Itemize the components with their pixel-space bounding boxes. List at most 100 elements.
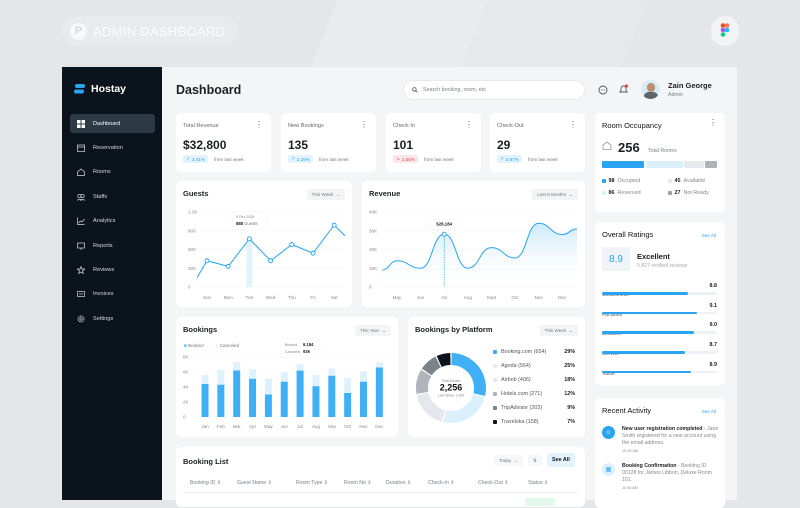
revenue-card: Revenue Last 8 Months ⌄: [362, 181, 585, 307]
legend-swatch: [493, 350, 497, 354]
see-all-button[interactable]: See All: [547, 453, 575, 467]
platform-label: TripAdvisor (203): [501, 405, 543, 411]
activity-text: - Booking ID 00128 for James Libbon, Del…: [622, 463, 712, 483]
activity-item[interactable]: ☺ New user registration completed - Jane …: [602, 426, 720, 453]
rating-score: 8.9: [602, 247, 630, 271]
column-header-room-type[interactable]: Room Type ⇕: [296, 480, 329, 486]
chevron-down-icon: ⌄: [336, 191, 340, 197]
avatar[interactable]: [641, 80, 660, 99]
legend-swatch: [493, 364, 497, 368]
sidebar-item-settings[interactable]: Settings: [70, 309, 155, 328]
platform-label: Hotels.com (271): [501, 391, 543, 397]
column-header-booking-id[interactable]: Booking ID ⇕: [190, 480, 222, 486]
kpi-change: 3.41%: [191, 156, 205, 162]
more-icon[interactable]: ⋮: [255, 120, 263, 129]
home-icon: [602, 141, 612, 150]
bookings-legend: ■ Booked ■ Canceled: [184, 343, 239, 348]
more-icon[interactable]: ⋮: [569, 120, 577, 129]
ratings-see-all-link[interactable]: See All: [701, 233, 716, 238]
sidebar-item-reviews[interactable]: Reviews: [70, 260, 155, 279]
room-occupancy-card: Room Occupancy ⋮ 256 Total Rooms 98 Occup…: [595, 113, 725, 212]
more-icon[interactable]: ⋮: [360, 120, 368, 129]
calendar-icon: ▦: [602, 463, 615, 476]
kpi-change-badge: ↘ 1.56%: [393, 155, 418, 163]
kpi-from: from last week: [528, 157, 558, 162]
rating-value: Value 8.9: [602, 362, 717, 380]
activity-title: Recent Activity: [602, 406, 652, 415]
rating-value: 8.8: [709, 283, 718, 289]
notification-bell-icon[interactable]: [618, 84, 629, 95]
available-segment: [684, 161, 704, 168]
kpi-change-badge: ↗ 0.87%: [497, 155, 522, 163]
platform-period-dropdown[interactable]: This Week ⌄: [539, 325, 578, 336]
more-icon[interactable]: ⋮: [465, 120, 473, 129]
platform-label: Airbnb (406): [501, 377, 531, 383]
sidebar-item-reports[interactable]: Reports: [70, 236, 155, 255]
column-header-room-no[interactable]: Room No ⇕: [344, 480, 372, 486]
rating-label: Value: [602, 370, 615, 377]
legend-swatch: [493, 392, 497, 396]
sidebar-item-invoices[interactable]: Invoices: [70, 285, 155, 304]
rating-bar: [602, 311, 717, 315]
sidebar-item-reservation[interactable]: Reservation: [70, 138, 155, 157]
occupancy-value: 86: [608, 190, 615, 196]
revenue-period-dropdown[interactable]: Last 8 Months ⌄: [532, 189, 578, 200]
message-icon[interactable]: [598, 85, 608, 95]
platform-pct: 25%: [564, 363, 575, 369]
sidebar-item-rooms[interactable]: Rooms: [70, 163, 155, 182]
activity-item[interactable]: ▦ Booking Confirmation - Booking ID 00128…: [602, 463, 720, 490]
calendar-icon: [77, 144, 85, 152]
rating-value: 8.7: [709, 342, 718, 349]
gear-icon: [77, 315, 85, 323]
guests-card: Guests This Week ⌄: [176, 181, 352, 307]
sidebar-item-analytics[interactable]: Analytics: [70, 212, 155, 231]
activity-title: Booking Confirmation: [622, 463, 677, 469]
column-header-check-in[interactable]: Check-In ⇕: [428, 480, 455, 486]
legend-dot: [668, 191, 672, 195]
column-header-duration[interactable]: Duration ⇕: [386, 480, 412, 486]
platform-pct: 12%: [564, 391, 575, 397]
app-logo[interactable]: Hostay: [74, 83, 126, 95]
rating-label: Service: [602, 351, 620, 358]
chevron-down-icon: ⌄: [514, 457, 519, 463]
more-icon[interactable]: ⋮: [709, 118, 717, 127]
column-header-status[interactable]: Status ⇕: [528, 480, 549, 486]
rating-facilities: Facilities 9.1: [602, 303, 717, 321]
kpi-change: 0.87%: [505, 156, 519, 162]
rating-value: 8.9: [709, 361, 718, 368]
search-input[interactable]: Search booking, room, etc: [403, 80, 585, 100]
column-header-check-out[interactable]: Check-Out ⇕: [478, 480, 509, 486]
kpi-card-total-revenue: Total Revenue ⋮ $32,800 ↗ 3.41% from last…: [176, 113, 271, 172]
dropdown-value: This Week: [544, 328, 567, 333]
users-icon: [77, 193, 85, 201]
dropdown-value: Today: [499, 458, 512, 463]
legend-dot: [602, 191, 606, 195]
occupancy-reserved: 86 Reserved: [602, 190, 641, 196]
user-role: Admin: [668, 92, 683, 98]
platform-card: Bookings by Platform This Week ⌄ Booking.…: [408, 317, 585, 437]
sort-icon[interactable]: ⇅: [528, 455, 542, 466]
sidebar-item-label: Rooms: [93, 169, 111, 176]
platform-legend-item: Booking.com (654) 29%: [493, 349, 575, 355]
platform-legend-item: Traveloka (158) 7%: [493, 419, 575, 425]
platform-legend-item: Agoda (564) 25%: [493, 363, 575, 369]
banner-title: ADMIN DASHBOARD: [93, 23, 226, 39]
booking-list-filter-dropdown[interactable]: Today ⌄: [494, 455, 524, 466]
sidebar-item-dashboard[interactable]: Dashboard: [70, 114, 155, 133]
grid-icon: [77, 119, 85, 128]
kpi-change-badge: ↗ 2.26%: [288, 155, 313, 163]
ratings-title: Overall Ratings: [602, 230, 654, 239]
activity-see-all-link[interactable]: See All: [701, 409, 716, 414]
rating-bar: [602, 370, 717, 374]
total-rooms-value: 256: [618, 140, 640, 155]
sidebar-item-label: Staffs: [93, 193, 108, 200]
trend-up-icon: ↗: [291, 156, 295, 161]
chevron-down-icon: ⌄: [569, 327, 573, 333]
legend-canceled: ■ Canceled: [215, 343, 240, 348]
guests-period-dropdown[interactable]: This Week ⌄: [306, 189, 345, 200]
sidebar-item-label: Settings: [93, 315, 114, 322]
bookings-period-dropdown[interactable]: This Year ⌄: [354, 325, 391, 336]
sidebar-item-staffs[interactable]: Staffs: [70, 187, 155, 206]
column-header-guest-name[interactable]: Guest Name ⇕: [237, 480, 272, 486]
kpi-label: Check In: [393, 123, 416, 129]
